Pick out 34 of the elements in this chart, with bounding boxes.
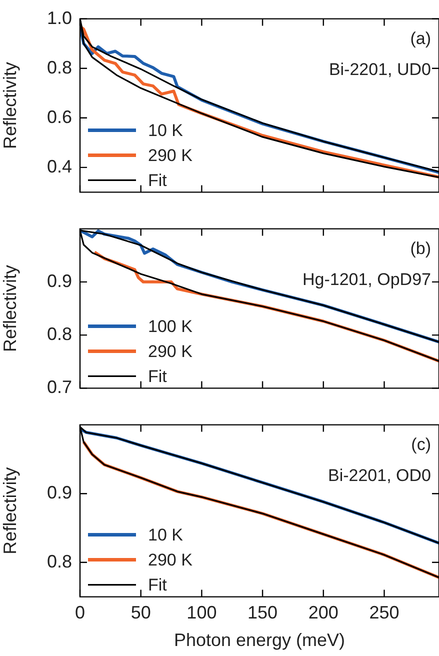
- x-tick-label: 100: [186, 602, 217, 623]
- legend-label: Fit: [148, 366, 168, 386]
- annotation: (c): [411, 434, 431, 454]
- annotation: Bi-2201, UD0: [328, 60, 431, 79]
- legend-label: 290 K: [148, 342, 194, 361]
- x-tick-label: 200: [308, 602, 338, 623]
- y-tick-label: 0.8: [46, 57, 72, 78]
- annotation: Hg-1201, OpD97: [302, 270, 431, 289]
- legend-label: 290 K: [148, 146, 194, 165]
- y-axis-title: Reflectivity: [0, 62, 20, 150]
- y-tick-label: 0.9: [46, 270, 72, 291]
- x-tick-label: 50: [130, 602, 151, 623]
- legend-label: 10 K: [148, 525, 184, 544]
- legend-label: 10 K: [148, 120, 184, 140]
- annotation: Bi-2201, OD0: [328, 466, 431, 485]
- annotation: (b): [410, 238, 431, 258]
- y-axis-title: Reflectivity: [0, 467, 20, 554]
- y-tick-label: 0.8: [46, 324, 72, 344]
- y-tick-label: 0.7: [46, 377, 72, 398]
- x-tick-label: 0: [74, 602, 86, 623]
- y-tick-label: 0.9: [46, 482, 72, 503]
- y-tick-label: 0.6: [46, 106, 72, 127]
- x-tick-label: 250: [369, 602, 400, 623]
- y-tick-label: 1.0: [46, 8, 72, 28]
- x-tick-label: 150: [248, 602, 278, 623]
- x-axis-title: Photon energy (meV): [174, 630, 346, 650]
- legend-label: Fit: [148, 575, 168, 594]
- annotation: (a): [410, 28, 431, 48]
- legend-label: 100 K: [148, 316, 194, 336]
- y-axis-title: Reflectivity: [0, 264, 20, 352]
- y-tick-label: 0.4: [46, 156, 72, 176]
- legend-label: 290 K: [148, 550, 194, 570]
- y-tick-label: 0.8: [46, 551, 72, 572]
- legend-label: Fit: [148, 170, 168, 190]
